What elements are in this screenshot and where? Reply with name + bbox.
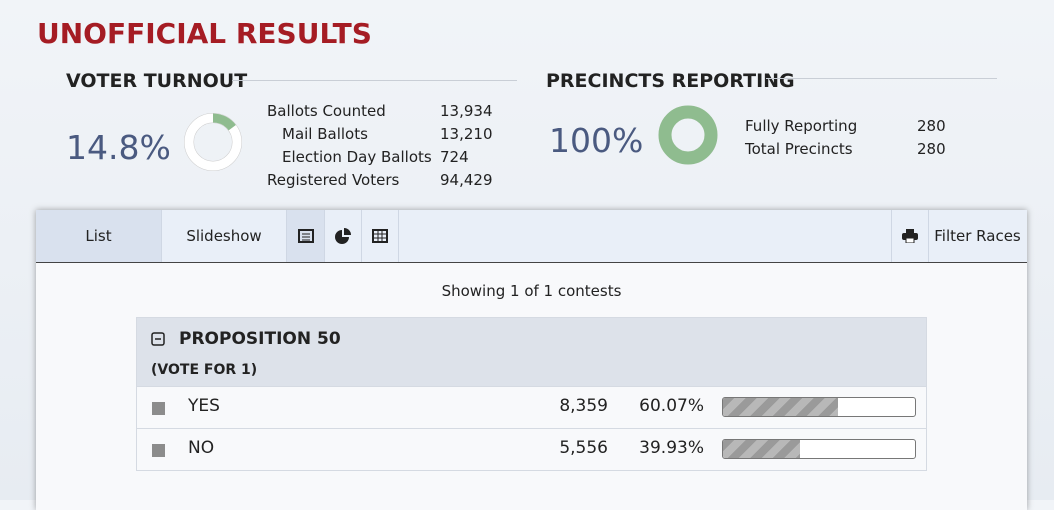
turnout-donut <box>184 113 242 171</box>
slideshow-tab[interactable]: Slideshow <box>162 210 287 262</box>
filter-races-button[interactable]: Filter Races <box>934 227 1021 245</box>
results-panel: List Slideshow Filter Races Showing 1 of… <box>36 210 1027 510</box>
precincts-percent: 100% <box>549 121 644 160</box>
section-title: VOTER TURNOUT <box>66 70 248 92</box>
table-view-icon[interactable] <box>362 210 399 262</box>
contest-count: Showing 1 of 1 contests <box>441 282 622 300</box>
donut-outline <box>193 122 233 162</box>
collapse-icon[interactable] <box>151 332 165 346</box>
page-title: UNOFFICIAL RESULTS <box>37 17 372 50</box>
stat-value: 13,210 <box>440 125 493 143</box>
print-button[interactable] <box>891 210 929 262</box>
stat-value: 13,934 <box>440 102 493 120</box>
donut-segment <box>658 105 718 165</box>
divider <box>232 80 517 81</box>
vote-count: 8,359 <box>559 396 608 416</box>
vote-percent: 60.07% <box>639 396 704 416</box>
vote-count: 5,556 <box>559 438 608 458</box>
stat-label: Ballots Counted <box>267 102 386 120</box>
divider <box>766 78 997 79</box>
stat-value: 280 <box>917 140 946 158</box>
stat-label: Fully Reporting <box>745 117 858 135</box>
stat-value: 280 <box>917 117 946 135</box>
choice-swatch <box>152 402 165 415</box>
list-view-icon[interactable] <box>287 210 325 262</box>
stat-label: Total Precincts <box>745 140 853 158</box>
stat-label: Registered Voters <box>267 171 400 189</box>
stat-value: 94,429 <box>440 171 493 189</box>
precincts-donut <box>658 105 718 165</box>
list-tab[interactable]: List <box>36 210 162 262</box>
stat-value: 724 <box>440 148 469 166</box>
contest-card: PROPOSITION 50 (VOTE FOR 1) YES 8,359 60.0… <box>136 317 927 471</box>
section-title: PRECINCTS REPORTING <box>546 70 795 92</box>
chart-view-icon[interactable] <box>325 210 362 262</box>
stat-label: Election Day Ballots <box>282 148 432 166</box>
choice-swatch <box>152 444 165 457</box>
contest-header <box>137 318 926 386</box>
contest-name: PROPOSITION 50 <box>179 329 341 349</box>
stat-label: Mail Ballots <box>282 125 368 143</box>
progress-track <box>722 439 916 459</box>
progress-track <box>722 397 916 417</box>
choice-name: NO <box>188 438 215 458</box>
progress-fill <box>723 398 839 416</box>
tab-bar <box>36 210 1027 263</box>
turnout-percent: 14.8% <box>66 128 171 167</box>
donut-segment <box>184 113 242 171</box>
choice-name: YES <box>188 396 220 416</box>
progress-fill <box>723 440 800 458</box>
vote-for: (VOTE FOR 1) <box>151 362 258 378</box>
vote-percent: 39.93% <box>639 438 704 458</box>
